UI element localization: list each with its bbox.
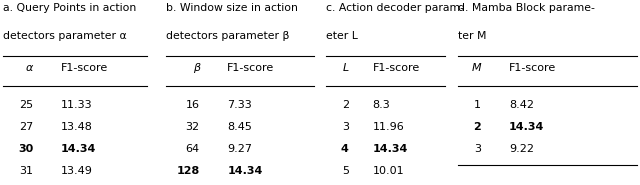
Text: F1-score: F1-score: [227, 63, 275, 73]
Text: 14.34: 14.34: [372, 144, 408, 154]
Text: 13.49: 13.49: [61, 166, 93, 176]
Text: 27: 27: [19, 122, 33, 132]
Text: detectors parameter α: detectors parameter α: [3, 31, 127, 41]
Text: 30: 30: [18, 144, 33, 154]
Text: 14.34: 14.34: [509, 122, 544, 132]
Text: 16: 16: [186, 100, 200, 110]
Text: F1-score: F1-score: [509, 63, 556, 73]
Text: 1: 1: [474, 100, 481, 110]
Text: 2: 2: [474, 122, 481, 132]
Text: 8.45: 8.45: [227, 122, 252, 132]
Text: 5: 5: [342, 166, 349, 176]
Text: F1-score: F1-score: [372, 63, 420, 73]
Text: 11.33: 11.33: [61, 100, 92, 110]
Text: 8.42: 8.42: [509, 100, 534, 110]
Text: L: L: [342, 63, 349, 73]
Text: 14.34: 14.34: [61, 144, 96, 154]
Text: ter M: ter M: [458, 31, 486, 41]
Text: 2: 2: [342, 100, 349, 110]
Text: eter L: eter L: [326, 31, 358, 41]
Text: 10.01: 10.01: [372, 166, 404, 176]
Text: d. Mamba Block parame-: d. Mamba Block parame-: [458, 3, 595, 13]
Text: detectors parameter β: detectors parameter β: [166, 31, 290, 41]
Text: F1-score: F1-score: [61, 63, 108, 73]
Text: 128: 128: [177, 166, 200, 176]
Text: 64: 64: [186, 144, 200, 154]
Text: b. Window size in action: b. Window size in action: [166, 3, 298, 13]
Text: a. Query Points in action: a. Query Points in action: [3, 3, 136, 13]
Text: 9.22: 9.22: [509, 144, 534, 154]
Text: β: β: [193, 63, 200, 73]
Text: 32: 32: [186, 122, 200, 132]
Text: 9.27: 9.27: [227, 144, 252, 154]
Text: 13.48: 13.48: [61, 122, 93, 132]
Text: 8.3: 8.3: [372, 100, 390, 110]
Text: 3: 3: [342, 122, 349, 132]
Text: 31: 31: [19, 166, 33, 176]
Text: 7.33: 7.33: [227, 100, 252, 110]
Text: 14.34: 14.34: [227, 166, 262, 176]
Text: 25: 25: [19, 100, 33, 110]
Text: 3: 3: [474, 144, 481, 154]
Text: 11.96: 11.96: [372, 122, 404, 132]
Text: c. Action decoder param-: c. Action decoder param-: [326, 3, 465, 13]
Text: α: α: [26, 63, 33, 73]
Text: M: M: [472, 63, 481, 73]
Text: 4: 4: [341, 144, 349, 154]
